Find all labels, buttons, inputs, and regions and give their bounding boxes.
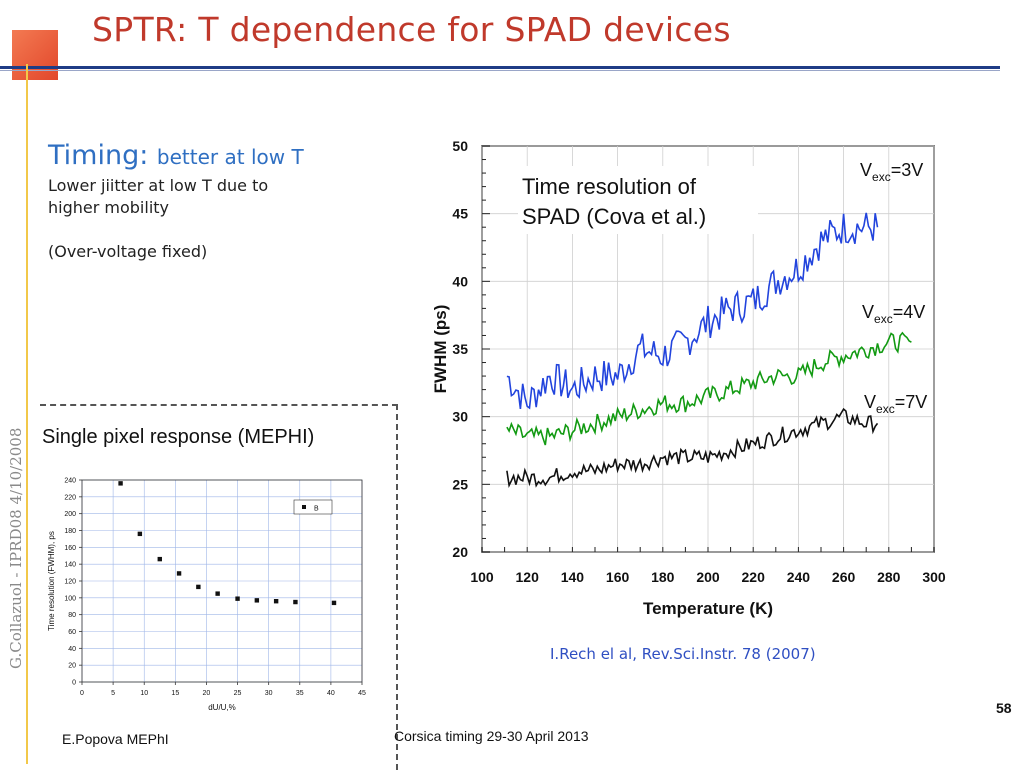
y-tick-label: 50 <box>452 138 468 154</box>
x-axis-label: dU/U,% <box>208 703 236 712</box>
y-tick-label: 240 <box>64 478 76 485</box>
legend-marker <box>302 505 306 509</box>
timing-line-1: Lower jiitter at low T due to <box>48 176 269 195</box>
x-tick-label: 220 <box>742 569 766 585</box>
x-tick-label: 260 <box>832 569 856 585</box>
data-point <box>196 584 201 590</box>
y-tick-label: 0 <box>72 680 76 687</box>
data-point <box>118 481 123 486</box>
data-point <box>254 598 260 603</box>
y-tick-label: 160 <box>64 545 76 552</box>
y-tick-label: 80 <box>68 612 76 619</box>
y-tick-label: 100 <box>64 595 76 602</box>
timing-heading: Timing: better at low T <box>48 140 304 171</box>
y-tick-label: 40 <box>68 646 76 653</box>
footer-author: E.Popova MEPhI <box>62 731 169 747</box>
legend-label: B <box>314 506 319 513</box>
title-underline-thin <box>0 70 1000 71</box>
y-tick-label: 120 <box>64 579 76 586</box>
data-point <box>215 591 220 596</box>
side-author-credit: G.Collazuol - IPRD08 4/10/2008 <box>7 427 25 669</box>
timing-line-2: higher mobility <box>48 198 169 217</box>
series-line <box>506 331 912 446</box>
title-accent-square <box>12 30 58 80</box>
series-line <box>506 407 879 489</box>
inset-plot-area <box>81 479 363 683</box>
x-tick-label: 5 <box>111 690 115 697</box>
y-tick-label: 45 <box>452 206 468 222</box>
y-tick-label: 180 <box>64 528 76 535</box>
series-line <box>506 212 879 410</box>
y-tick-label: 60 <box>68 629 76 636</box>
timing-label: Timing: <box>48 140 149 171</box>
timing-sub: better at low T <box>156 145 304 169</box>
inset-frame <box>40 404 398 770</box>
x-axis-label: Temperature (K) <box>643 599 773 618</box>
y-tick-label: 220 <box>64 494 76 501</box>
annotation-line-1: Time resolution of <box>522 174 697 199</box>
x-tick-label: 25 <box>234 690 242 697</box>
page-number: 58 <box>996 700 1012 716</box>
x-tick-label: 240 <box>787 569 811 585</box>
citation: I.Rech el al, Rev.Sci.Instr. 78 (2007) <box>550 645 816 663</box>
x-tick-label: 35 <box>296 690 304 697</box>
y-tick-label: 25 <box>452 476 468 492</box>
x-tick-label: 300 <box>922 569 946 585</box>
y-axis-label: FWHM (ps) <box>431 305 450 394</box>
timing-line-3: (Over-voltage fixed) <box>48 242 208 261</box>
x-tick-label: 120 <box>516 569 540 585</box>
annotation-box <box>518 166 758 234</box>
series-label: Vexc=4V <box>862 302 925 326</box>
x-tick-label: 140 <box>561 569 585 585</box>
data-point <box>235 596 240 601</box>
slide-title: SPTR: T dependence for SPAD devices <box>92 10 731 49</box>
y-tick-label: 20 <box>452 544 468 560</box>
x-tick-label: 15 <box>171 690 179 697</box>
x-tick-label: 20 <box>203 690 211 697</box>
x-tick-label: 10 <box>140 690 148 697</box>
x-tick-label: 45 <box>358 690 366 697</box>
data-point <box>273 599 279 604</box>
data-point <box>137 531 143 537</box>
footer-event: Corsica timing 29-30 April 2013 <box>394 728 589 744</box>
legend-box <box>293 499 333 515</box>
x-tick-label: 0 <box>80 690 84 697</box>
y-tick-label: 200 <box>64 511 76 518</box>
data-point <box>157 556 162 562</box>
x-tick-label: 280 <box>877 569 901 585</box>
inset-title: Single pixel response (MEPHI) <box>42 426 315 448</box>
y-tick-label: 140 <box>64 562 76 569</box>
x-tick-label: 40 <box>327 690 335 697</box>
mephi-scatter-chart: 0 5 10 15 20 25 30 35 40 45 0 20 40 60 80 100 120 140 160 1… <box>47 478 366 713</box>
data-point <box>293 599 298 605</box>
series-label: Vexc=3V <box>860 160 923 184</box>
annotation-line-2: SPAD (Cova et al.) <box>522 204 706 229</box>
x-tick-label: 200 <box>696 569 720 585</box>
y-tick-label: 40 <box>452 273 468 289</box>
temperature-fwhm-chart: 100 120 140 160 180 200 220 240 260 280 300 20 25 30 3… <box>431 138 946 618</box>
y-tick-label: 20 <box>68 663 76 670</box>
data-point <box>176 571 182 576</box>
data-point <box>331 600 337 606</box>
y-tick-label: 30 <box>452 409 468 425</box>
left-accent-line <box>26 64 28 764</box>
x-tick-label: 30 <box>265 690 273 697</box>
x-tick-label: 100 <box>470 569 494 585</box>
x-tick-label: 160 <box>606 569 630 585</box>
y-axis-label: Time resolution (FWHM), ps <box>47 531 56 631</box>
y-tick-label: 35 <box>452 341 468 357</box>
title-underline <box>0 66 1000 69</box>
x-tick-label: 180 <box>651 569 675 585</box>
series-label: Vexc=7V <box>864 392 927 416</box>
